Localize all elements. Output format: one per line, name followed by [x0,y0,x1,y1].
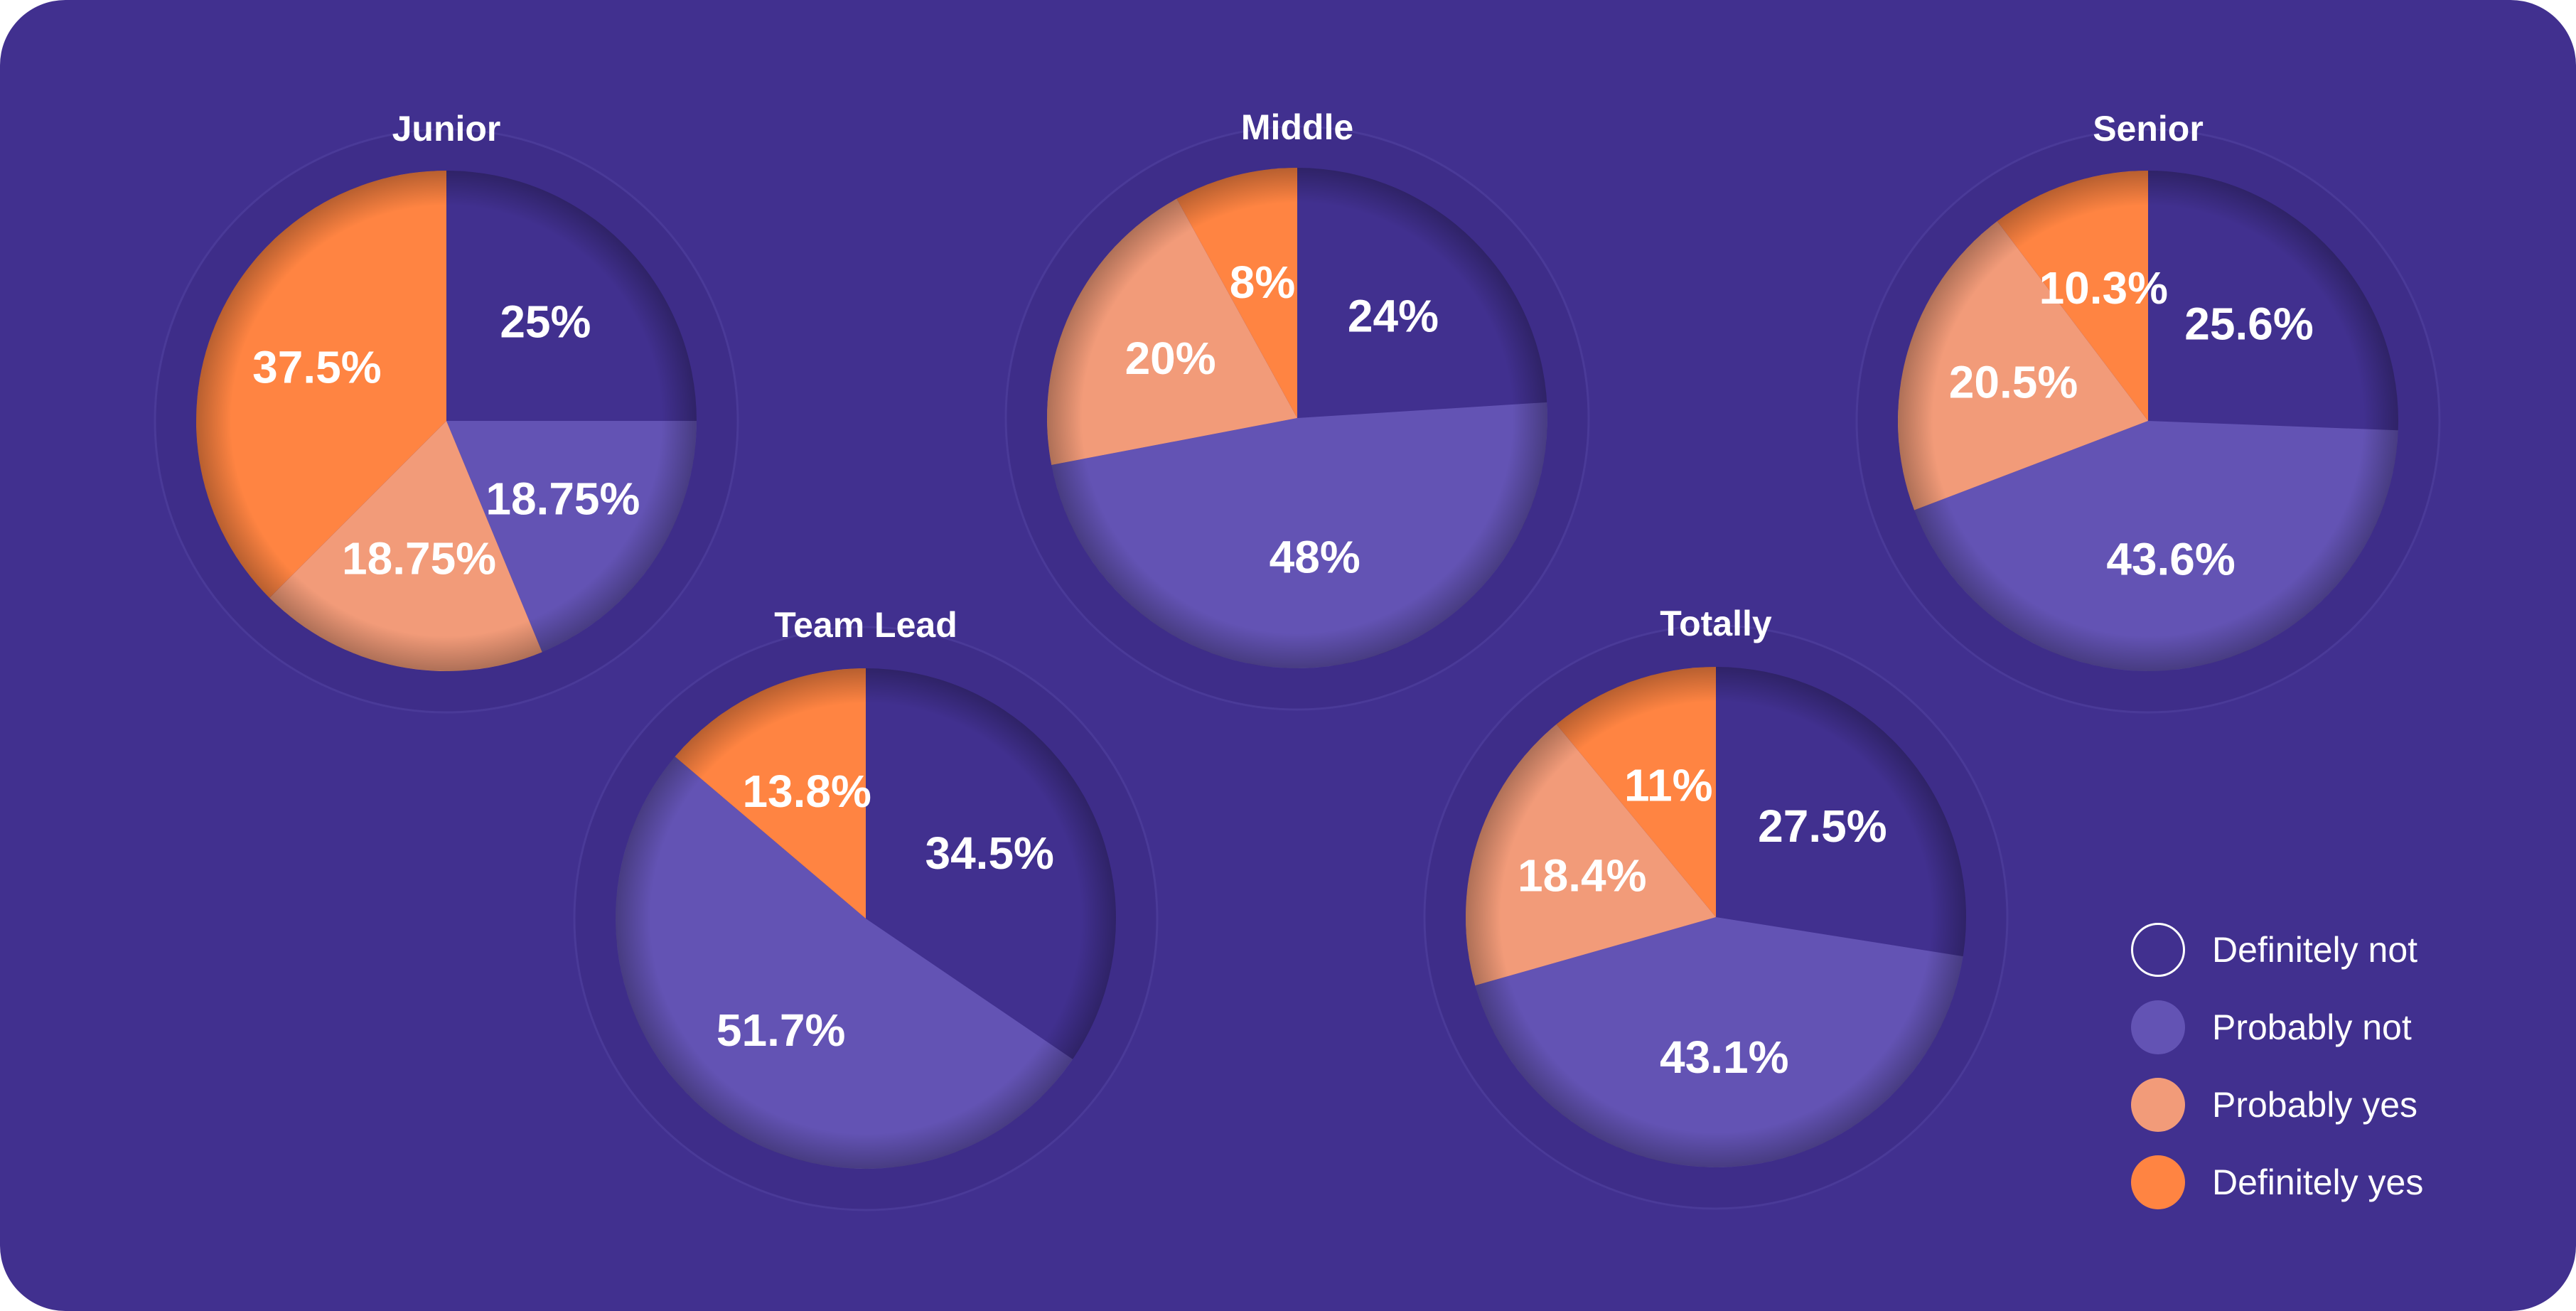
legend: Definitely not Probably not Probably yes… [2131,921,2423,1231]
pie-label-probably-not: 48% [1270,532,1361,583]
legend-item-definitely-not: Definitely not [2131,921,2423,978]
legend-label: Definitely not [2212,930,2418,970]
pie-label-probably-not: 43.1% [1660,1032,1788,1083]
pie-label-probably-yes: 20.5% [1949,357,2078,408]
legend-label: Definitely yes [2212,1162,2424,1202]
pie-label-probably-not: 18.75% [485,473,640,525]
pie-title: Team Lead [774,605,957,645]
pie-junior: Junior 25% 18.75% 18.75% 37.5% [154,109,739,714]
pie-label-definitely-yes: 8% [1230,257,1296,308]
pie-inner-shadow [196,171,697,671]
pie-label-definitely-yes: 37.5% [252,342,381,393]
legend-swatch-definitely-yes [2131,1155,2185,1209]
pie-label-probably-yes: 18.75% [342,533,496,584]
legend-swatch-probably-not [2131,1000,2185,1054]
pie-label-probably-not: 43.6% [2106,533,2235,584]
pie-label-definitely-not: 25.6% [2184,298,2313,349]
legend-item-probably-yes: Probably yes [2131,1076,2423,1133]
legend-item-definitely-yes: Definitely yes [2131,1154,2423,1211]
legend-label: Probably not [2212,1007,2412,1047]
pie-label-probably-yes: 18.4% [1518,850,1646,901]
pie-label-definitely-yes: 13.8% [742,766,871,817]
legend-item-probably-not: Probably not [2131,999,2423,1056]
pie-title: Senior [2093,109,2204,149]
pie-label-definitely-not: 25% [500,296,591,348]
pie-label-definitely-yes: 10.3% [2039,262,2168,314]
pie-senior: Senior 25.6% 43.6% 20.5% 10.3% [1855,109,2441,714]
pie-title: Middle [1241,107,1353,147]
legend-label: Probably yes [2212,1085,2418,1125]
pie-label-definitely-yes: 11% [1624,760,1713,811]
pie-team-lead: Team Lead 34.5% 51.7% 13.8% [573,605,1159,1211]
pie-middle: Middle 24% 48% 20% 8% [1004,107,1590,711]
pie-label-definitely-not: 27.5% [1758,801,1887,852]
pie-title: Totally [1660,604,1772,643]
pie-inner-shadow [616,668,1116,1169]
pie-label-probably-yes: 20% [1125,333,1216,384]
legend-swatch-probably-yes [2131,1078,2185,1132]
pie-inner-shadow [1898,171,2398,671]
pie-title: Junior [392,109,501,149]
pie-totally: Totally 27.5% 43.1% 18.4% 11% [1423,604,2009,1210]
pie-label-definitely-not: 24% [1348,290,1439,341]
pie-inner-shadow [1466,667,1966,1167]
pie-label-definitely-not: 34.5% [925,828,1053,879]
legend-swatch-definitely-not [2131,923,2185,977]
pie-label-probably-not: 51.7% [717,1005,845,1056]
pie-inner-shadow [1047,168,1547,668]
